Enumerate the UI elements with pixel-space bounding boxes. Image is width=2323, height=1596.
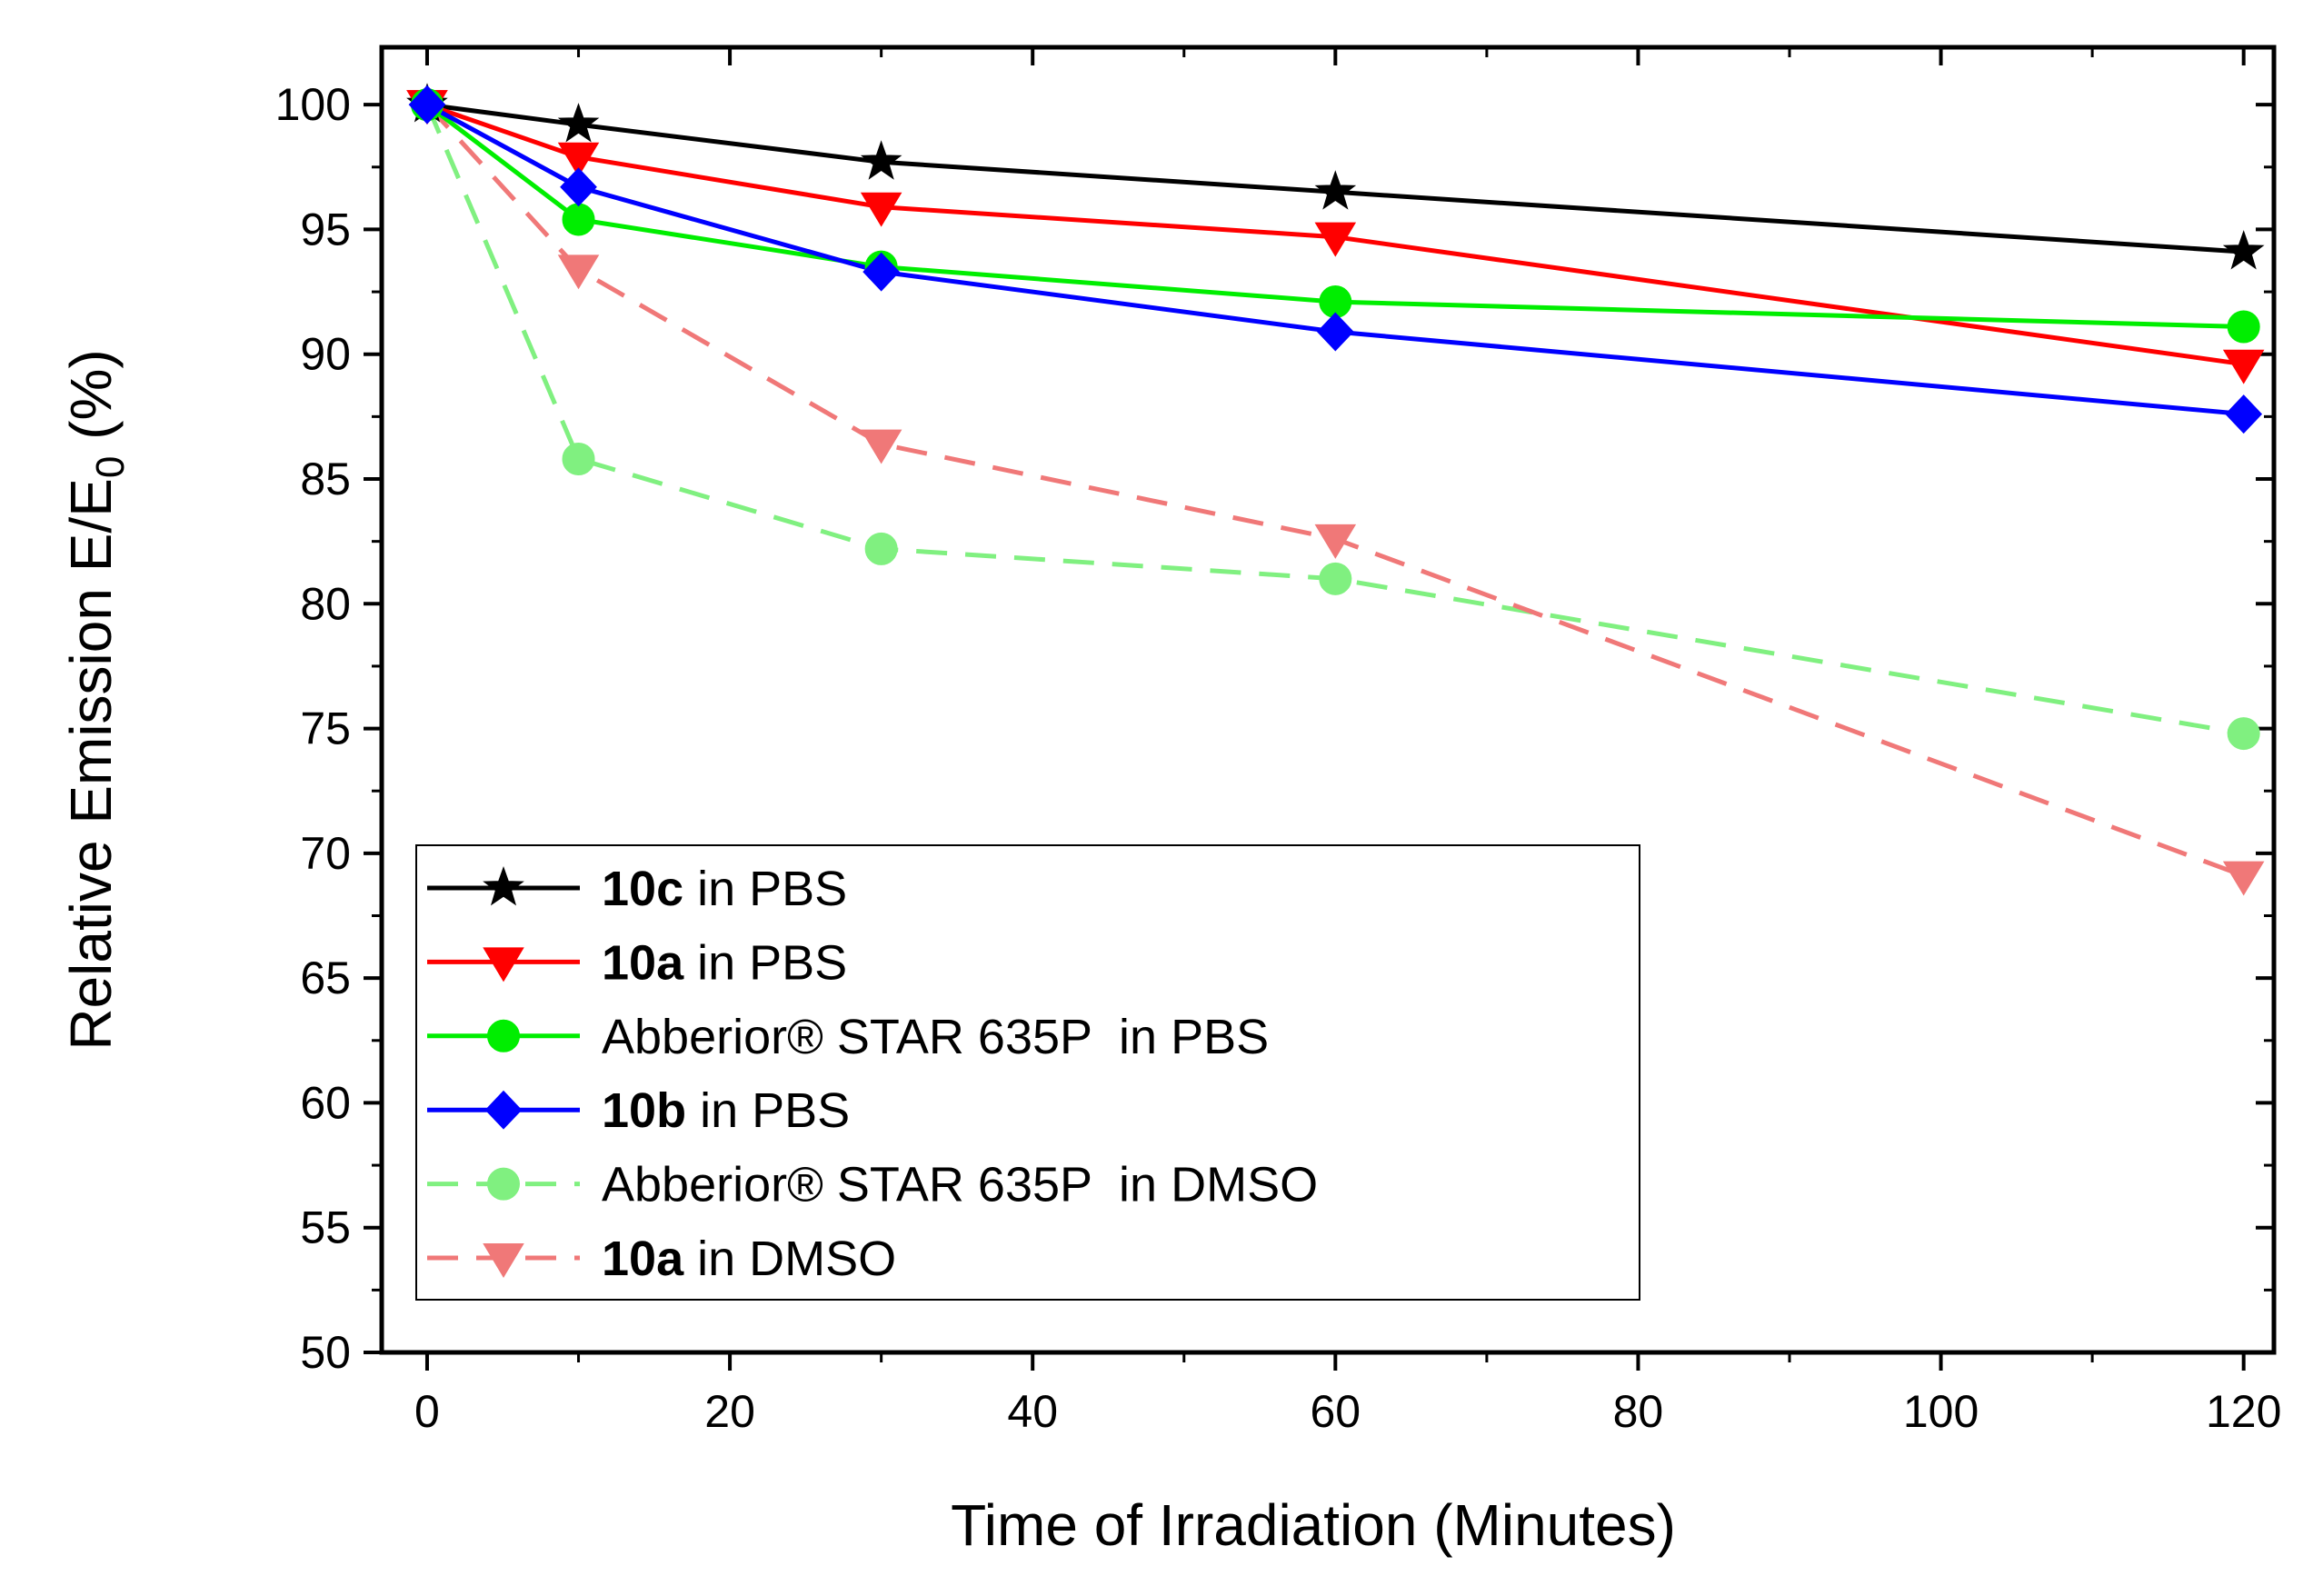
legend-label-rest: in PBS <box>686 1083 850 1138</box>
series-4-point <box>562 443 595 476</box>
y-tick-label: 55 <box>300 1202 351 1253</box>
series-0-point <box>2222 230 2265 270</box>
series-0-point <box>557 103 600 143</box>
y-tick-label: 90 <box>300 329 351 380</box>
series-1-point <box>2222 349 2265 384</box>
series-0-point <box>860 140 902 180</box>
legend-marker-0 <box>483 866 524 906</box>
series-0-point <box>1314 170 1357 210</box>
legend-marker-5 <box>483 1243 524 1278</box>
legend-marker-1 <box>483 947 524 983</box>
series-5-point <box>860 429 902 464</box>
series-3-point <box>2225 394 2263 434</box>
x-tick-label: 80 <box>1613 1386 1664 1437</box>
x-tick-label: 120 <box>2206 1386 2281 1437</box>
series-5-point <box>2222 861 2265 896</box>
legend-label-rest: in PBS <box>683 862 847 916</box>
y-tick-label: 95 <box>300 204 351 254</box>
legend-label-bold: 10b <box>602 1083 686 1138</box>
y-tick-label: 100 <box>275 79 351 130</box>
tick-labels-group: 0 20 40 60 80 100 120 50 55 60 65 70 75 80 85 90 95 100 <box>275 79 2282 1437</box>
y-tick-label: 65 <box>300 953 351 1003</box>
y-axis-title-main: Relative Emission E/E <box>58 478 124 1051</box>
y-axis-title-suffix: (%) <box>58 349 124 455</box>
series-3-point <box>1316 312 1354 352</box>
x-axis-title: Time of Irradiation (Minutes) <box>951 1492 1676 1558</box>
legend-label-2: Abberior® STAR 635P in PBS <box>602 1010 1269 1064</box>
y-tick-label: 85 <box>300 454 351 504</box>
y-tick-label: 60 <box>300 1077 351 1128</box>
series-5-point <box>557 254 600 290</box>
legend-label-bold: 10c <box>602 862 683 916</box>
series-4-point <box>2227 717 2260 751</box>
legend-marker-2 <box>487 1019 520 1052</box>
series-5-point <box>1314 524 1357 559</box>
legend-marker-3 <box>484 1090 523 1130</box>
legend-label-rest: in DMSO <box>683 1232 896 1286</box>
series-3-point <box>560 167 597 207</box>
legend-label-0: 10c in PBS <box>602 862 847 916</box>
x-tick-label: 20 <box>704 1386 755 1437</box>
plot-frame <box>379 45 2277 1355</box>
legend-label-bold: 10a <box>602 1232 684 1286</box>
series-line-5 <box>425 103 2245 878</box>
legend-label-5: 10a in DMSO <box>602 1232 896 1286</box>
x-tick-label: 100 <box>1903 1386 1979 1437</box>
legend-label-rest: in PBS <box>683 935 847 990</box>
y-tick-label: 50 <box>300 1327 351 1378</box>
legend-label-rest: Abberior® STAR 635P in DMSO <box>602 1158 1318 1212</box>
series-2-point <box>2227 310 2260 344</box>
y-tick-label: 75 <box>300 703 351 754</box>
series-lines-group <box>424 102 2245 878</box>
legend-label-bold: 10a <box>602 935 684 990</box>
series-1-point <box>860 192 902 227</box>
series-1-point <box>1314 222 1357 257</box>
series-line-3 <box>425 103 2244 417</box>
series-2-point <box>562 203 595 236</box>
legend-box <box>415 844 1640 1301</box>
y-tick-label: 70 <box>300 828 351 879</box>
legend-label-3: 10b in PBS <box>602 1083 850 1138</box>
legend-marker-4 <box>487 1167 520 1201</box>
series-4-point <box>1319 562 1352 595</box>
y-tick-label: 80 <box>300 578 351 629</box>
x-tick-label: 60 <box>1311 1386 1361 1437</box>
legend-label-1: 10a in PBS <box>602 935 847 990</box>
x-tick-label: 0 <box>414 1386 440 1437</box>
series-1-point <box>557 142 600 177</box>
legend-label-rest: Abberior® STAR 635P in PBS <box>602 1010 1269 1064</box>
y-axis-title-subscript: 0 <box>88 456 133 478</box>
series-3-point <box>862 252 901 292</box>
series-4-point <box>864 532 898 565</box>
ticks-group <box>364 47 2274 1371</box>
series-3-point <box>408 85 446 125</box>
legend-label-4: Abberior® STAR 635P in DMSO <box>602 1158 1318 1212</box>
series-markers-group <box>406 83 2265 896</box>
x-tick-label: 40 <box>1007 1386 1058 1437</box>
y-axis-title: Relative Emission E/E0 (%) <box>58 349 133 1050</box>
